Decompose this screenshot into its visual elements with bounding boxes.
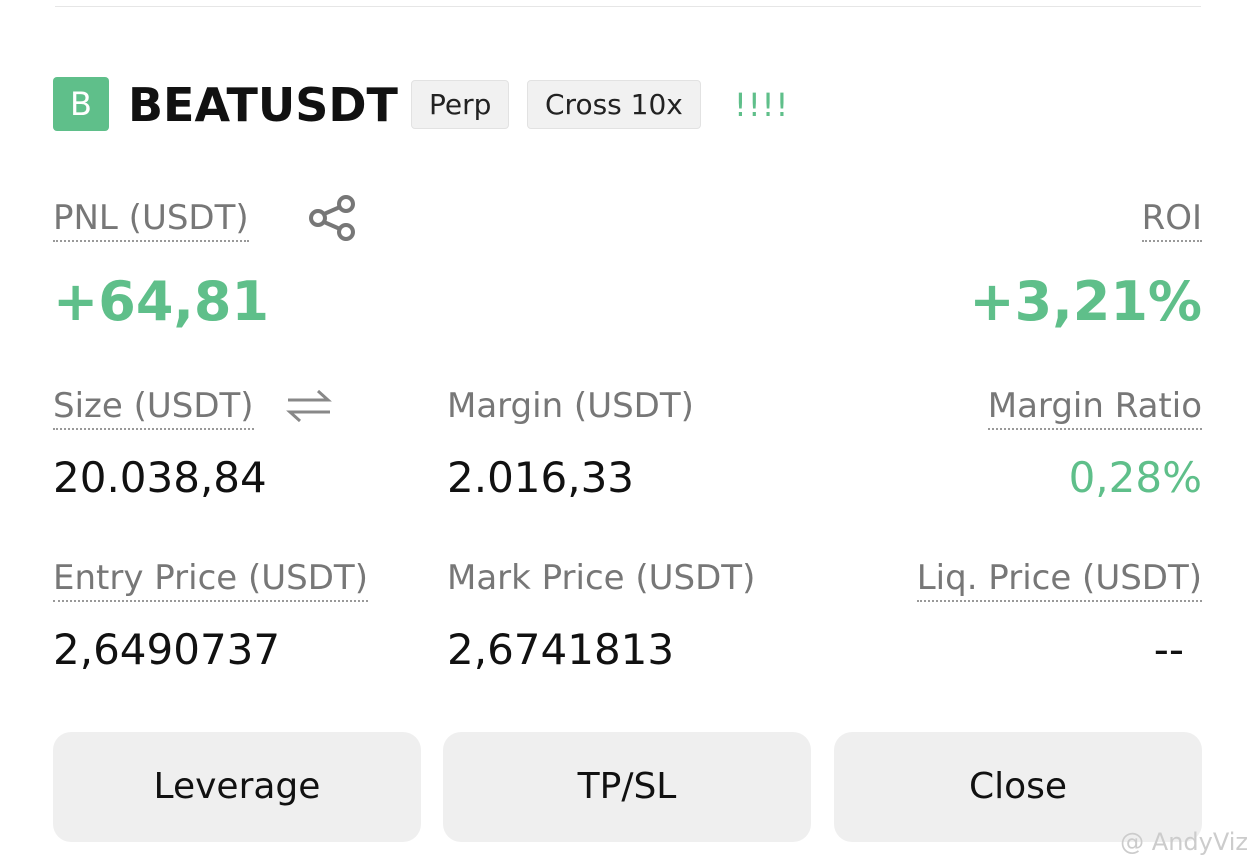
pnl-value: +64,81 [53, 270, 270, 333]
field-label[interactable]: Margin Ratio [987, 384, 1202, 430]
tpsl-button[interactable]: TP/SL [443, 732, 811, 842]
field-label[interactable]: Liq. Price (USDT) [916, 556, 1202, 602]
swap-icon[interactable] [286, 388, 332, 424]
field-label[interactable]: Size (USDT) [53, 384, 254, 430]
field-value: 20.038,84 [53, 453, 267, 502]
roi-value: +3,21% [969, 270, 1202, 333]
watermark: @ AndyViz [1120, 828, 1248, 856]
leverage-button[interactable]: Leverage [53, 732, 421, 842]
pnl-label[interactable]: PNL (USDT) [53, 196, 249, 242]
divider [55, 6, 1201, 7]
risk-indicator: !!!! [734, 86, 790, 124]
field-value: 0,28% [1068, 453, 1202, 502]
field-value: 2,6741813 [447, 625, 675, 674]
tag: Cross 10x [527, 80, 701, 129]
close-button[interactable]: Close [834, 732, 1202, 842]
symbol: BEATUSDT [128, 78, 398, 132]
field-label: Margin (USDT) [447, 386, 694, 426]
roi-label[interactable]: ROI [1141, 196, 1202, 242]
field-label: Mark Price (USDT) [447, 558, 756, 598]
share-icon[interactable] [306, 194, 358, 242]
field-value: 2,6490737 [53, 625, 281, 674]
coin-badge: B [53, 77, 109, 131]
field-value: 2.016,33 [447, 453, 635, 502]
tag: Perp [411, 80, 510, 129]
field-value: -- [1153, 625, 1184, 674]
field-label[interactable]: Entry Price (USDT) [53, 556, 368, 602]
